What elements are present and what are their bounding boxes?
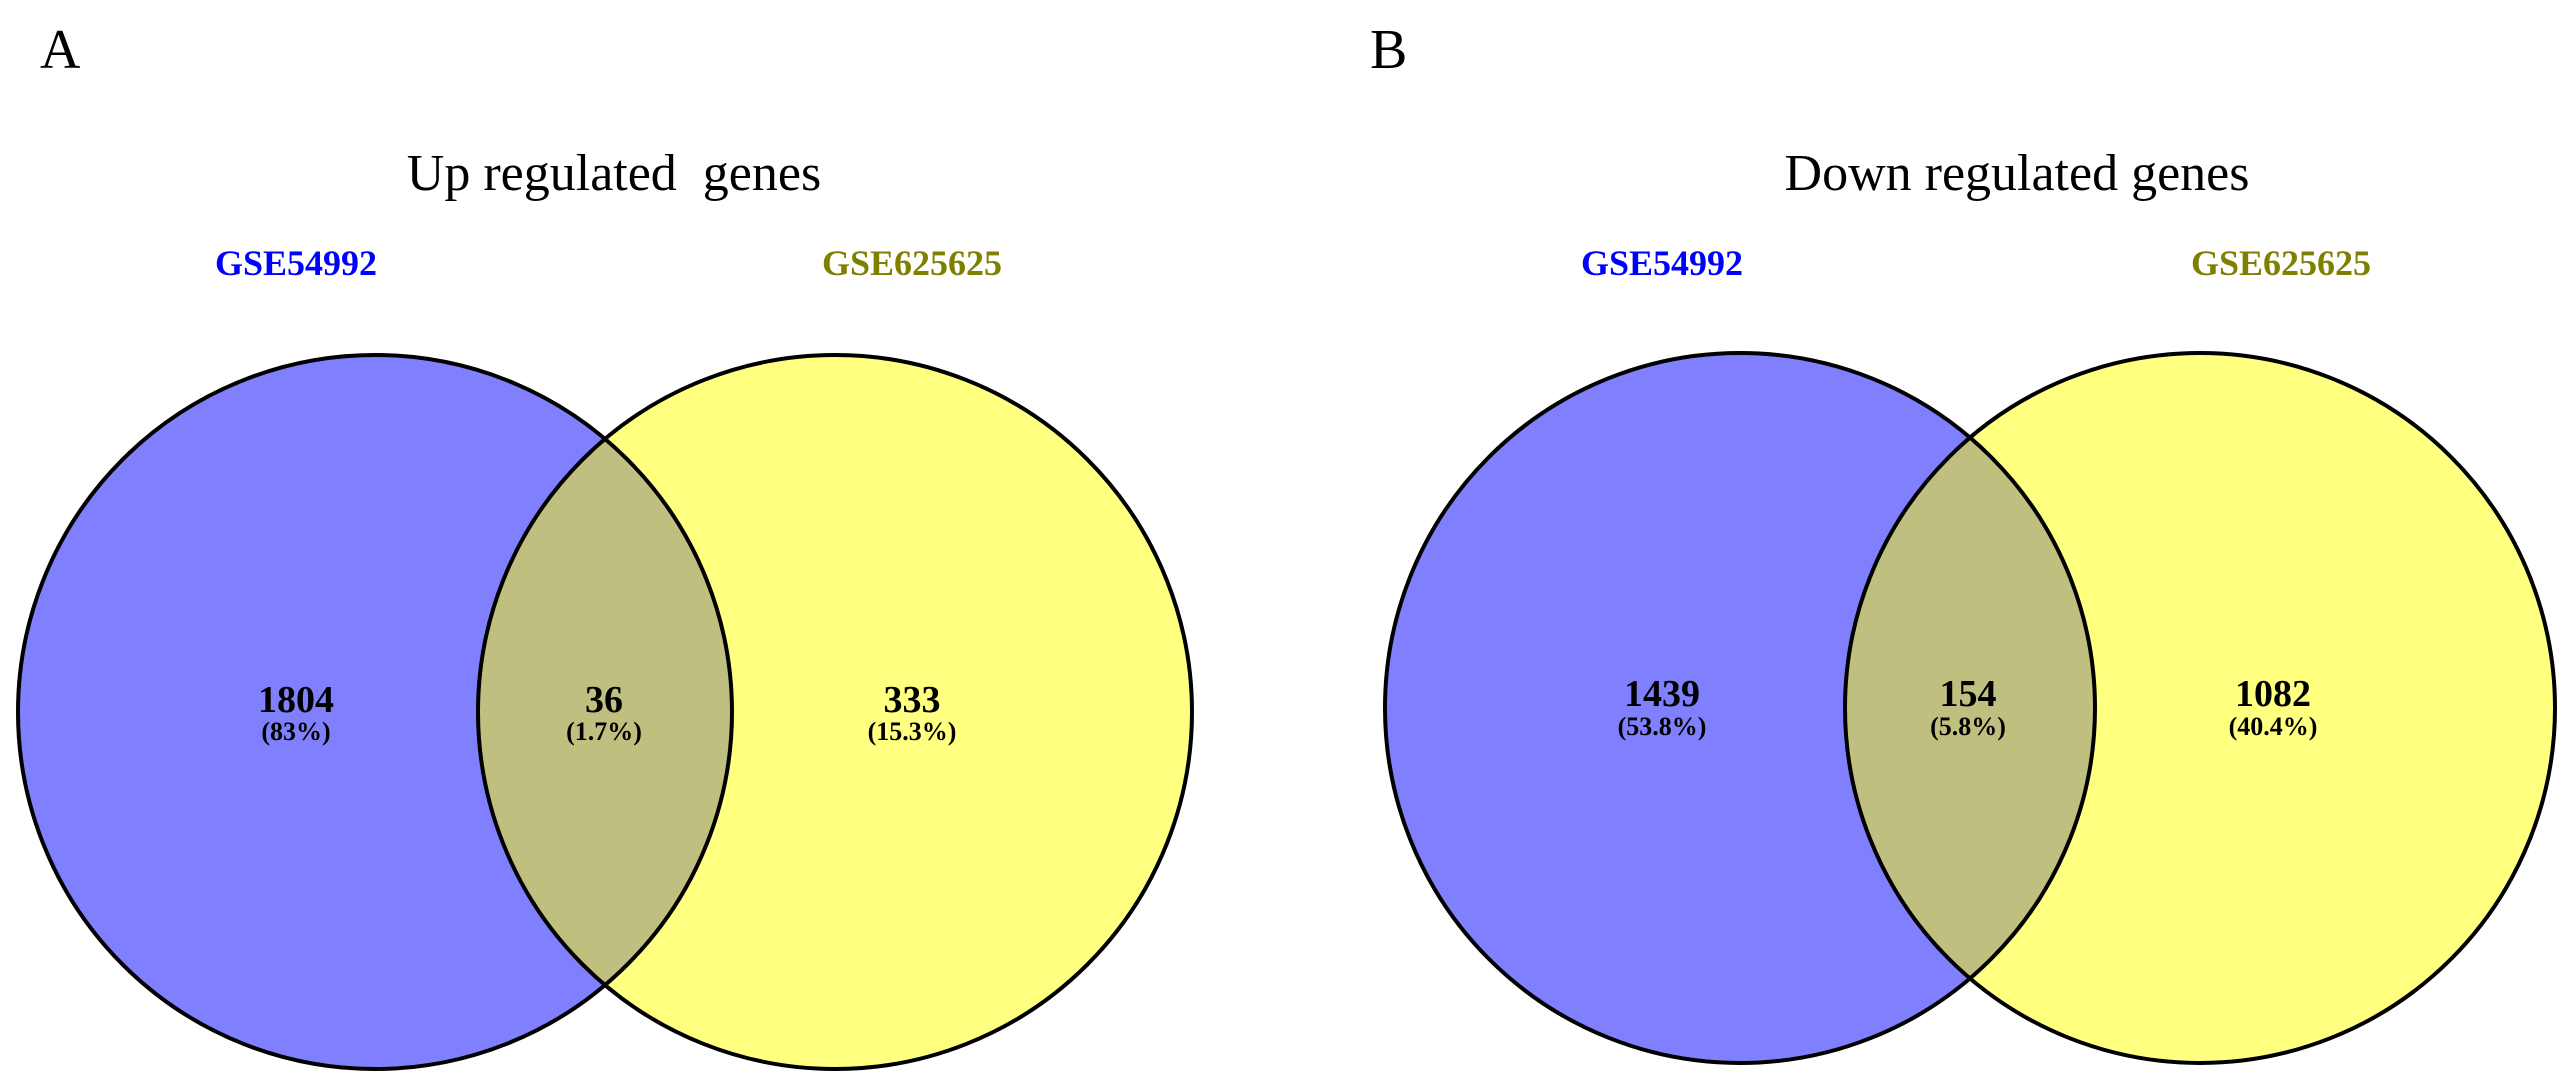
panel-a-letter: A	[40, 19, 81, 81]
panel-a-left-set-outline	[16, 353, 734, 1071]
panel-a-left-only-count: 1804	[258, 679, 334, 721]
panel-b-overlap-region	[1845, 353, 2095, 1063]
panel-b-left-only-count: 1439	[1624, 673, 1700, 715]
panel-b-left-set-label: GSE54992	[1581, 243, 1743, 283]
panel-b-letter: B	[1370, 19, 1407, 81]
panel-b-left-only-percent: (53.8%)	[1618, 712, 1707, 741]
panel-a-overlap-count: 36	[585, 679, 623, 721]
panel-a: A Up regulated genes GSE54992 GSE625625 …	[16, 19, 1194, 1071]
panel-a-left-set-label: GSE54992	[215, 243, 377, 283]
panel-b-right-only-percent: (40.4%)	[2229, 712, 2318, 741]
panel-a-overlap-region	[478, 355, 732, 1069]
panel-a-right-only-count: 333	[884, 679, 941, 721]
panel-b-right-only-count: 1082	[2235, 673, 2311, 715]
panel-b-left-set-outline	[1383, 351, 2097, 1065]
panel-a-left-only-percent: (83%)	[261, 717, 330, 746]
panel-a-right-set-outline	[476, 353, 1194, 1071]
panel-b-right-set-outline	[1843, 351, 2557, 1065]
panel-b-overlap-count: 154	[1940, 673, 1997, 715]
panel-b-overlap-percent: (5.8%)	[1930, 712, 2006, 741]
panel-b-right-set-label: GSE625625	[2191, 243, 2371, 283]
panel-a-right-only-percent: (15.3%)	[868, 717, 957, 746]
panel-a-right-set-label: GSE625625	[822, 243, 1002, 283]
panel-b-title: Down regulated genes	[1785, 145, 2250, 202]
panel-b: B Down regulated genes GSE54992 GSE62562…	[1370, 19, 2557, 1065]
panel-a-overlap-percent: (1.7%)	[566, 717, 642, 746]
panel-a-title: Up regulated genes	[407, 145, 821, 202]
